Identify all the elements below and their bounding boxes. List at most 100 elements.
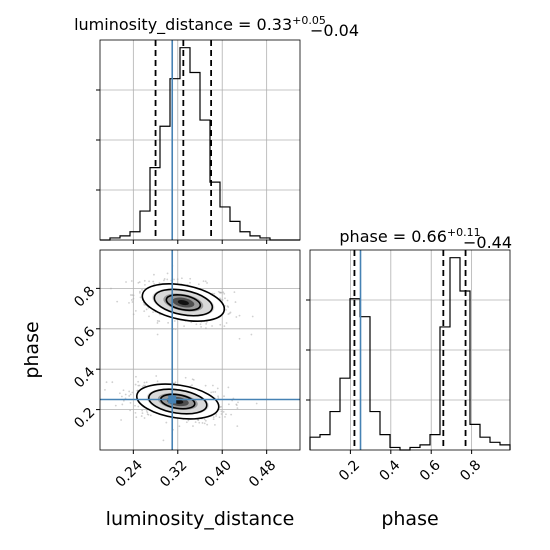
scatter-point bbox=[166, 272, 169, 275]
scatter-point bbox=[178, 425, 181, 428]
joint-ytick-label-2: 0.6 bbox=[71, 324, 98, 351]
scatter-point bbox=[165, 421, 168, 424]
scatter-point bbox=[217, 395, 219, 398]
scatter-point bbox=[222, 410, 225, 413]
scatter-point bbox=[140, 415, 143, 417]
x-axis-label-phase: phase bbox=[381, 508, 438, 530]
joint-truth-marker bbox=[168, 395, 177, 404]
scatter-point bbox=[174, 328, 177, 331]
scatter-point bbox=[116, 300, 119, 303]
scatter-point bbox=[227, 386, 230, 389]
scatter-point bbox=[104, 388, 106, 391]
scatter-point bbox=[121, 403, 124, 406]
scatter-point bbox=[144, 283, 146, 286]
scatter-point bbox=[198, 421, 201, 424]
joint-xtick-label-1: 0.32 bbox=[157, 457, 190, 490]
scatter-point bbox=[145, 409, 148, 412]
scatter-point bbox=[173, 320, 176, 322]
scatter-point bbox=[120, 395, 123, 398]
scatter-point bbox=[194, 421, 197, 424]
scatter-point bbox=[187, 419, 190, 422]
scatter-point bbox=[134, 309, 137, 312]
scatter-point bbox=[223, 395, 225, 398]
scatter-point bbox=[120, 419, 123, 421]
scatter-point bbox=[250, 333, 253, 336]
joint-density-panel: 0.24 0.32 0.40 0.48 0.2 0.4 0.6 0.8 bbox=[71, 249, 301, 491]
scatter-point bbox=[158, 320, 161, 323]
scatter-point bbox=[219, 323, 222, 326]
joint-xtick-label-3: 0.48 bbox=[246, 457, 279, 490]
scatter-point bbox=[139, 290, 141, 293]
scatter-point bbox=[189, 277, 192, 280]
scatter-point bbox=[217, 290, 220, 293]
dist-grid bbox=[100, 40, 300, 240]
scatter-point bbox=[237, 401, 239, 404]
scatter-point bbox=[224, 415, 226, 418]
scatter-point bbox=[124, 393, 127, 396]
scatter-point bbox=[141, 412, 144, 415]
scatter-point bbox=[129, 409, 132, 412]
scatter-point bbox=[139, 296, 142, 299]
luminosity-distance-histogram-panel bbox=[96, 39, 301, 244]
scatter-point bbox=[202, 280, 205, 283]
scatter-point bbox=[192, 425, 194, 427]
scatter-point bbox=[114, 404, 117, 407]
scatter-point bbox=[233, 291, 236, 294]
scatter-point bbox=[218, 297, 221, 300]
joint-xtick-label-0: 0.24 bbox=[113, 457, 146, 490]
scatter-point bbox=[234, 301, 237, 303]
scatter-point bbox=[176, 278, 179, 281]
scatter-point bbox=[135, 416, 138, 419]
scatter-point bbox=[217, 397, 220, 399]
phase-histogram-panel: 0.2 0.4 0.6 0.8 bbox=[306, 249, 511, 484]
scatter-point bbox=[227, 403, 230, 406]
scatter-point bbox=[205, 322, 208, 325]
scatter-point bbox=[134, 404, 136, 407]
scatter-point bbox=[213, 292, 216, 295]
scatter-point bbox=[226, 299, 229, 302]
scatter-point bbox=[192, 378, 195, 381]
joint-grid bbox=[100, 250, 300, 450]
scatter-point bbox=[255, 402, 258, 405]
scatter-point bbox=[152, 280, 155, 283]
scatter-point bbox=[111, 381, 114, 384]
scatter-point bbox=[230, 413, 233, 416]
scatter-point bbox=[238, 337, 241, 340]
scatter-point bbox=[149, 414, 152, 417]
joint-xtick-label-2: 0.40 bbox=[202, 457, 235, 490]
contour-middle-lower bbox=[147, 388, 208, 415]
scatter-point bbox=[135, 375, 137, 378]
density-peak-upper bbox=[177, 299, 189, 306]
scatter-point bbox=[148, 280, 150, 283]
scatter-point bbox=[156, 322, 159, 324]
phase-xtick-label-2: 0.6 bbox=[417, 457, 444, 484]
scatter-point bbox=[129, 393, 132, 396]
scatter-point bbox=[137, 384, 140, 387]
scatter-point bbox=[197, 419, 200, 422]
scatter-point bbox=[238, 314, 241, 317]
scatter-point bbox=[215, 413, 218, 416]
scatter-point bbox=[203, 422, 206, 425]
contour-outer-lower bbox=[135, 383, 220, 420]
scatter-point bbox=[184, 376, 187, 379]
scatter-point bbox=[220, 413, 223, 415]
scatter-point bbox=[173, 278, 175, 281]
scatter-point bbox=[155, 375, 158, 377]
scatter-point bbox=[204, 419, 207, 422]
scatter-point bbox=[134, 411, 137, 414]
scatter-point bbox=[110, 287, 112, 290]
scatter-point bbox=[235, 404, 238, 407]
scatter-point bbox=[145, 381, 148, 384]
phase-panel-title-sub: −0.44 bbox=[463, 233, 512, 252]
scatter-point bbox=[132, 313, 135, 316]
scatter-point bbox=[174, 381, 177, 384]
scatter-point bbox=[223, 325, 226, 328]
scatter-point bbox=[130, 299, 133, 301]
phase-panel-title: phase = 0.66+0.11 bbox=[339, 226, 480, 246]
scatter-point bbox=[122, 399, 125, 402]
scatter-point bbox=[225, 308, 227, 311]
scatter-point bbox=[212, 391, 215, 393]
dist-panel-title-sub: −0.04 bbox=[310, 21, 359, 40]
scatter-point bbox=[118, 392, 121, 395]
